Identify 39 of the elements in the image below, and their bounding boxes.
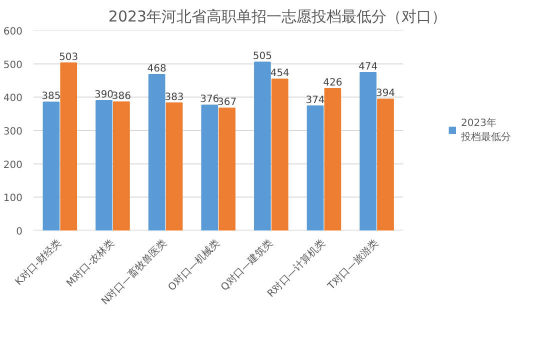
data-label: 376: [200, 94, 220, 106]
legend-label: 2023年投档最低分: [461, 117, 511, 144]
data-label: 505: [252, 51, 272, 62]
data-label: 374: [306, 94, 325, 106]
x-tick-label: K对口-财经类: [12, 236, 64, 288]
bar: [148, 74, 166, 230]
bar: [60, 62, 78, 230]
data-label: 474: [358, 62, 378, 72]
data-label: 503: [59, 52, 78, 63]
y-tick-label: 400: [3, 93, 23, 104]
bar: [377, 98, 394, 230]
bar: [201, 104, 218, 230]
bar: [324, 88, 342, 230]
data-label: 383: [164, 92, 184, 103]
y-tick-label: 100: [3, 193, 23, 204]
bar: [113, 101, 130, 230]
bar: [166, 102, 183, 230]
bar: [254, 62, 271, 230]
y-tick-label: 200: [3, 160, 23, 171]
data-label: 390: [94, 90, 114, 100]
x-tick-label: T对口—旅游类: [324, 236, 381, 293]
data-label: 394: [376, 88, 396, 100]
bar: [42, 102, 60, 230]
bar: [306, 105, 324, 230]
bar: [218, 108, 236, 230]
bar: [96, 100, 112, 230]
bar: [271, 78, 288, 230]
y-tick-label: 600: [3, 26, 23, 38]
bar: [360, 72, 376, 230]
data-label: 386: [112, 90, 131, 102]
x-tick-label: O对口—机械类: [166, 236, 222, 294]
data-label: 468: [147, 64, 166, 74]
y-tick-label: 0: [16, 226, 23, 238]
chart-title: 2023年河北省高职单招一志愿投档最低分（对口）: [108, 8, 447, 26]
data-label: 367: [218, 97, 237, 108]
y-tick-label: 300: [3, 126, 23, 138]
data-label: 426: [323, 78, 342, 88]
data-label: 385: [42, 91, 61, 102]
y-tick-label: 500: [3, 60, 23, 71]
